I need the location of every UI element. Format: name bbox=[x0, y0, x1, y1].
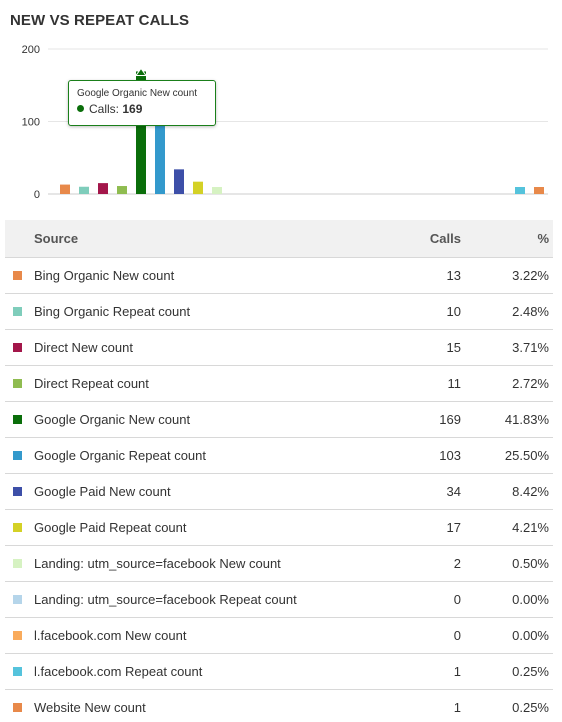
row-percent: 0.25% bbox=[512, 700, 549, 715]
row-source: l.facebook.com Repeat count bbox=[34, 664, 203, 679]
series-color-swatch bbox=[13, 631, 22, 640]
table-row[interactable]: l.facebook.com New count 0 0.00% bbox=[5, 618, 553, 654]
table-row[interactable]: Google Paid New count 34 8.42% bbox=[5, 474, 553, 510]
table-row[interactable]: Bing Organic Repeat count 10 2.48% bbox=[5, 294, 553, 330]
row-source: Landing: utm_source=facebook Repeat coun… bbox=[34, 592, 297, 607]
table-row[interactable]: Landing: utm_source=facebook Repeat coun… bbox=[5, 582, 553, 618]
row-calls: 2 bbox=[453, 556, 461, 571]
table-header: Source Calls % bbox=[5, 220, 553, 258]
row-source: Google Paid New count bbox=[34, 484, 171, 499]
row-calls: 1 bbox=[453, 700, 461, 715]
hover-marker bbox=[135, 67, 147, 76]
bar[interactable] bbox=[155, 119, 165, 194]
series-color-swatch bbox=[13, 667, 22, 676]
row-source: Bing Organic New count bbox=[34, 268, 175, 283]
row-percent: 41.83% bbox=[504, 412, 549, 427]
row-calls: 15 bbox=[446, 340, 461, 355]
row-calls: 10 bbox=[446, 304, 461, 319]
row-percent: 3.22% bbox=[512, 268, 549, 283]
row-percent: 8.42% bbox=[512, 484, 549, 499]
bar[interactable] bbox=[79, 186, 89, 194]
row-percent: 4.21% bbox=[512, 520, 549, 535]
row-calls: 17 bbox=[446, 520, 461, 535]
row-source: Direct Repeat count bbox=[34, 376, 149, 391]
tooltip-value: 169 bbox=[122, 102, 143, 116]
column-header-calls[interactable]: Calls bbox=[429, 231, 461, 246]
row-calls: 169 bbox=[439, 412, 461, 427]
row-source: Website New count bbox=[34, 700, 146, 715]
table-row[interactable]: Direct Repeat count 11 2.72% bbox=[5, 366, 553, 402]
series-color-swatch bbox=[13, 379, 22, 388]
table-row[interactable]: Google Organic New count 169 41.83% bbox=[5, 402, 553, 438]
column-header-percent[interactable]: % bbox=[537, 231, 549, 246]
row-percent: 25.50% bbox=[504, 448, 549, 463]
row-source: Google Organic Repeat count bbox=[34, 448, 206, 463]
series-color-swatch bbox=[13, 415, 22, 424]
tooltip-title: Google Organic New count bbox=[77, 88, 198, 99]
table-body: Bing Organic New count 13 3.22% Bing Organi… bbox=[5, 258, 553, 722]
widget-title: NEW VS REPEAT CALLS bbox=[10, 12, 190, 29]
row-calls: 0 bbox=[453, 592, 461, 607]
bar[interactable] bbox=[193, 181, 203, 194]
table-row[interactable]: Direct New count 15 3.71% bbox=[5, 330, 553, 366]
row-percent: 0.50% bbox=[512, 556, 549, 571]
column-header-source[interactable]: Source bbox=[34, 231, 79, 246]
row-calls: 34 bbox=[446, 484, 461, 499]
row-percent: 3.71% bbox=[512, 340, 549, 355]
row-source: Google Organic New count bbox=[34, 412, 191, 427]
bar[interactable] bbox=[117, 186, 127, 194]
row-source: l.facebook.com New count bbox=[34, 628, 187, 643]
series-color-swatch bbox=[13, 343, 22, 352]
table-row[interactable]: Google Paid Repeat count 17 4.21% bbox=[5, 510, 553, 546]
series-color-swatch bbox=[13, 703, 22, 712]
row-calls: 103 bbox=[439, 448, 461, 463]
bar[interactable] bbox=[136, 71, 146, 194]
series-color-swatch bbox=[13, 523, 22, 532]
row-calls: 0 bbox=[453, 628, 461, 643]
series-color-swatch bbox=[13, 271, 22, 280]
table-row[interactable]: Bing Organic New count 13 3.22% bbox=[5, 258, 553, 294]
tooltip-row: Calls: 169 bbox=[77, 102, 207, 116]
bar[interactable] bbox=[60, 184, 70, 194]
row-percent: 0.00% bbox=[512, 628, 549, 643]
row-calls: 13 bbox=[446, 268, 461, 283]
bar[interactable] bbox=[515, 187, 525, 194]
row-calls: 1 bbox=[453, 664, 461, 679]
series-color-swatch bbox=[13, 307, 22, 316]
row-source: Direct New count bbox=[34, 340, 133, 355]
bar[interactable] bbox=[534, 187, 544, 194]
chart-tooltip: Google Organic New count Calls: 169 bbox=[68, 80, 216, 126]
row-calls: 11 bbox=[447, 376, 462, 391]
bar[interactable] bbox=[98, 183, 108, 194]
table-row[interactable]: l.facebook.com Repeat count 1 0.25% bbox=[5, 654, 553, 690]
bar-chart: 0 100 200 bbox=[22, 44, 548, 201]
series-color-swatch bbox=[13, 559, 22, 568]
bar[interactable] bbox=[174, 169, 184, 194]
y-tick-label: 0 bbox=[34, 189, 40, 201]
tooltip-series-dot bbox=[77, 105, 84, 112]
table-row[interactable]: Google Organic Repeat count 103 25.50% bbox=[5, 438, 553, 474]
series-color-swatch bbox=[13, 595, 22, 604]
bar[interactable] bbox=[212, 187, 222, 194]
y-tick-label: 200 bbox=[22, 44, 40, 56]
calls-table: Source Calls % Bing Organic New count 13 3… bbox=[5, 220, 553, 722]
row-percent: 0.25% bbox=[512, 664, 549, 679]
series-color-swatch bbox=[13, 451, 22, 460]
row-percent: 2.48% bbox=[512, 304, 549, 319]
row-source: Landing: utm_source=facebook New count bbox=[34, 556, 281, 571]
row-source: Google Paid Repeat count bbox=[34, 520, 187, 535]
row-percent: 2.72% bbox=[512, 376, 549, 391]
row-percent: 0.00% bbox=[512, 592, 549, 607]
tooltip-label: Calls: bbox=[89, 102, 120, 116]
row-source: Bing Organic Repeat count bbox=[34, 304, 191, 319]
y-tick-label: 100 bbox=[22, 117, 40, 129]
table-row[interactable]: Website New count 1 0.25% bbox=[5, 690, 553, 722]
series-color-swatch bbox=[13, 487, 22, 496]
table-row[interactable]: Landing: utm_source=facebook New count 2 0… bbox=[5, 546, 553, 582]
